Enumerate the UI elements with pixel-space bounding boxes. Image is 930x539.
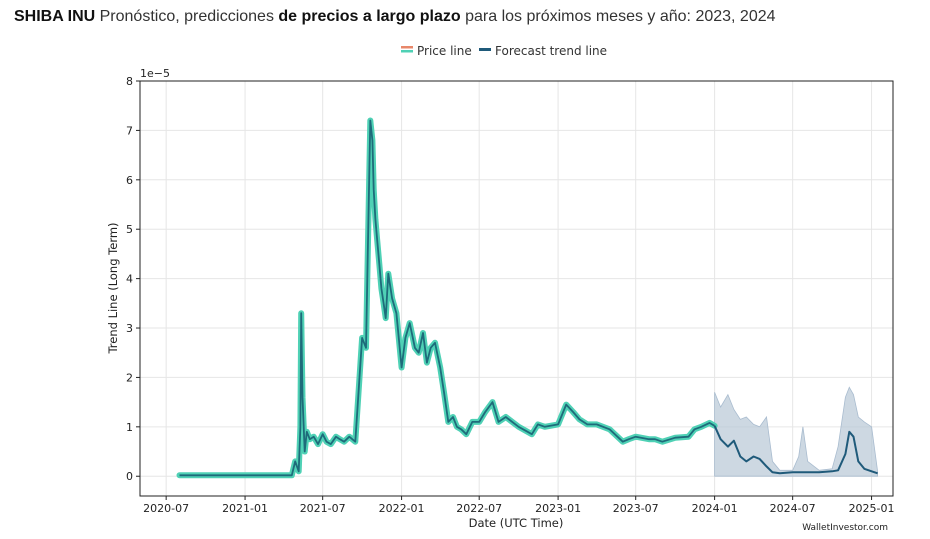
x-tick-label: 2023-01 xyxy=(535,502,581,515)
y-scale-exponent: 1e−5 xyxy=(140,67,170,80)
y-axis-label: Trend Line (Long Term) xyxy=(106,222,120,354)
page-title: SHIBA INU Pronóstico, predicciones de pr… xyxy=(14,8,776,26)
legend-price-label: Price line xyxy=(417,44,472,58)
legend-forecast-swatch xyxy=(479,48,491,51)
price-line xyxy=(179,119,716,477)
x-tick-label: 2022-01 xyxy=(379,502,425,515)
title-part-2: para los próximos meses y año: 2023, 202… xyxy=(460,8,776,25)
forecast-confidence-band xyxy=(714,386,878,477)
title-part-1: Pronóstico, predicciones xyxy=(95,8,279,25)
title-bold-phrase: de precios a largo plazo xyxy=(278,8,461,25)
forecast-trend-line xyxy=(713,425,878,475)
y-tick-label: 8 xyxy=(126,75,133,88)
legend-price-swatch-bottom xyxy=(401,50,413,53)
x-tick-label: 2022-07 xyxy=(456,502,502,515)
y-tick-label: 0 xyxy=(126,470,133,483)
y-tick-label: 5 xyxy=(126,223,133,236)
y-tick-label: 7 xyxy=(126,124,133,137)
y-tick-label: 6 xyxy=(126,174,133,187)
x-tick-label: 2023-07 xyxy=(613,502,659,515)
x-tick-label: 2020-07 xyxy=(143,502,189,515)
x-tick-label: 2024-07 xyxy=(770,502,816,515)
plot-frame xyxy=(139,80,894,497)
watermark: WalletInvestor.com xyxy=(802,523,888,533)
x-tick-label: 2024-01 xyxy=(692,502,738,515)
coin-name: SHIBA INU xyxy=(14,8,96,25)
y-tick-label: 2 xyxy=(126,371,133,384)
x-tick-label: 2025-01 xyxy=(849,502,895,515)
x-tick-label: 2021-07 xyxy=(300,502,346,515)
x-axis-label: Date (UTC Time) xyxy=(469,516,564,530)
legend-price-swatch-top xyxy=(401,46,413,49)
y-tick-label: 3 xyxy=(126,322,133,335)
x-tick-label: 2021-01 xyxy=(222,502,268,515)
legend: Price line Forecast trend line xyxy=(401,44,607,58)
y-tick-label: 4 xyxy=(126,273,133,286)
price-line-glow xyxy=(176,117,718,479)
y-tick-label: 1 xyxy=(126,421,133,434)
legend-forecast-label: Forecast trend line xyxy=(495,44,607,58)
